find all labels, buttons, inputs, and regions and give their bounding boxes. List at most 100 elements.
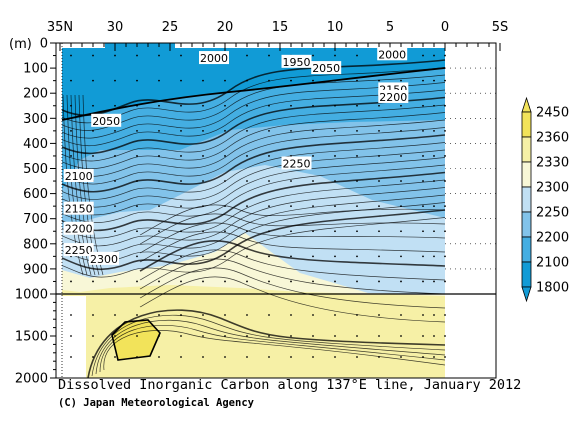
station-dot xyxy=(136,79,138,82)
no-data-area xyxy=(445,43,496,378)
station-dot xyxy=(433,205,435,208)
station-dot xyxy=(114,356,116,358)
station-dot xyxy=(444,54,446,57)
station-dot xyxy=(202,155,204,157)
contour-label: 2100 xyxy=(65,170,93,183)
station-dot xyxy=(224,155,226,157)
station-dot xyxy=(114,230,116,233)
station-dot xyxy=(246,155,248,157)
station-dot xyxy=(444,335,446,337)
color-scale-label: 2450 xyxy=(536,106,569,121)
station-dot xyxy=(158,230,160,233)
station-dot xyxy=(400,255,402,258)
station-dot xyxy=(268,356,270,358)
station-dot xyxy=(444,79,446,82)
station-dot xyxy=(334,104,336,107)
station-dot xyxy=(268,79,270,82)
contour-label: 2200 xyxy=(379,91,407,104)
station-dot xyxy=(70,280,72,283)
contour-line xyxy=(61,171,446,232)
station-dot xyxy=(224,230,226,233)
y-tick-label: 400 xyxy=(23,137,48,152)
station-dot xyxy=(180,314,182,316)
station-dot xyxy=(290,205,292,208)
station-dot xyxy=(136,335,138,337)
no-data-area xyxy=(56,43,62,378)
station-dot xyxy=(246,54,248,57)
station-dot xyxy=(290,255,292,258)
station-dot xyxy=(158,335,160,337)
station-dot xyxy=(136,230,138,233)
contour-line xyxy=(61,134,446,193)
station-dot xyxy=(290,335,292,337)
station-dot xyxy=(246,335,248,337)
y-tick-label: 600 xyxy=(23,187,48,202)
y-tick-label: 700 xyxy=(23,212,48,227)
contour-line xyxy=(61,142,446,200)
y-tick-label: 0 xyxy=(40,37,48,52)
station-dot xyxy=(356,104,358,107)
station-dot xyxy=(202,280,204,283)
station-dot xyxy=(356,335,358,337)
station-dot xyxy=(224,129,226,132)
color-scale-segment xyxy=(521,136,532,163)
station-dot xyxy=(158,129,160,132)
y-tick-label: 2000 xyxy=(15,372,48,387)
station-dot xyxy=(400,280,402,283)
contour-label: 2000 xyxy=(200,52,228,65)
station-dot xyxy=(433,79,435,82)
station-dot xyxy=(400,180,402,182)
station-dot xyxy=(180,180,182,182)
station-dot xyxy=(180,54,182,57)
station-dot xyxy=(433,104,435,107)
station-dot xyxy=(70,314,72,316)
contour-line xyxy=(99,324,446,373)
station-dot xyxy=(334,230,336,233)
contour-line xyxy=(139,231,446,263)
station-dot xyxy=(312,280,314,283)
station-dot xyxy=(224,314,226,316)
station-dot xyxy=(290,314,292,316)
station-dot xyxy=(180,335,182,337)
station-dot xyxy=(356,255,358,258)
station-dot xyxy=(444,314,446,316)
station-dot xyxy=(290,356,292,358)
contour-line xyxy=(61,104,446,162)
station-dot xyxy=(92,356,94,358)
station-dot xyxy=(378,230,380,233)
station-dot xyxy=(180,79,182,82)
station-dot xyxy=(114,129,116,132)
station-dot xyxy=(334,54,336,57)
station-dot xyxy=(378,155,380,157)
station-dot xyxy=(356,356,358,358)
station-dot xyxy=(312,314,314,316)
station-dot xyxy=(136,280,138,283)
station-dot xyxy=(422,104,424,107)
x-tick-labels: 35N 30 25 20 15 10 5 0 5S xyxy=(47,20,508,35)
color-scale-label: 2360 xyxy=(536,131,569,146)
contour-label-bg xyxy=(281,156,312,170)
station-dot xyxy=(158,255,160,258)
station-dot xyxy=(224,79,226,82)
station-dot xyxy=(433,129,435,132)
station-dot xyxy=(70,54,72,57)
station-dot xyxy=(444,255,446,258)
station-dot xyxy=(114,54,116,57)
station-dot xyxy=(158,180,160,182)
station-dot xyxy=(180,155,182,157)
station-dot xyxy=(312,104,314,107)
contour-line xyxy=(139,258,446,295)
y-tick-label: 1500 xyxy=(15,330,48,345)
station-dot xyxy=(224,104,226,107)
station-dot xyxy=(268,180,270,182)
contour-line xyxy=(61,89,446,147)
station-dot xyxy=(136,314,138,316)
station-dot xyxy=(444,230,446,233)
station-dot xyxy=(202,205,204,208)
station-dot xyxy=(114,335,116,337)
station-dot xyxy=(246,104,248,107)
station-dot xyxy=(356,230,358,233)
contour-label: 2300 xyxy=(90,253,118,266)
y-tick-label: 200 xyxy=(23,87,48,102)
contour-label: 2050 xyxy=(92,115,120,128)
